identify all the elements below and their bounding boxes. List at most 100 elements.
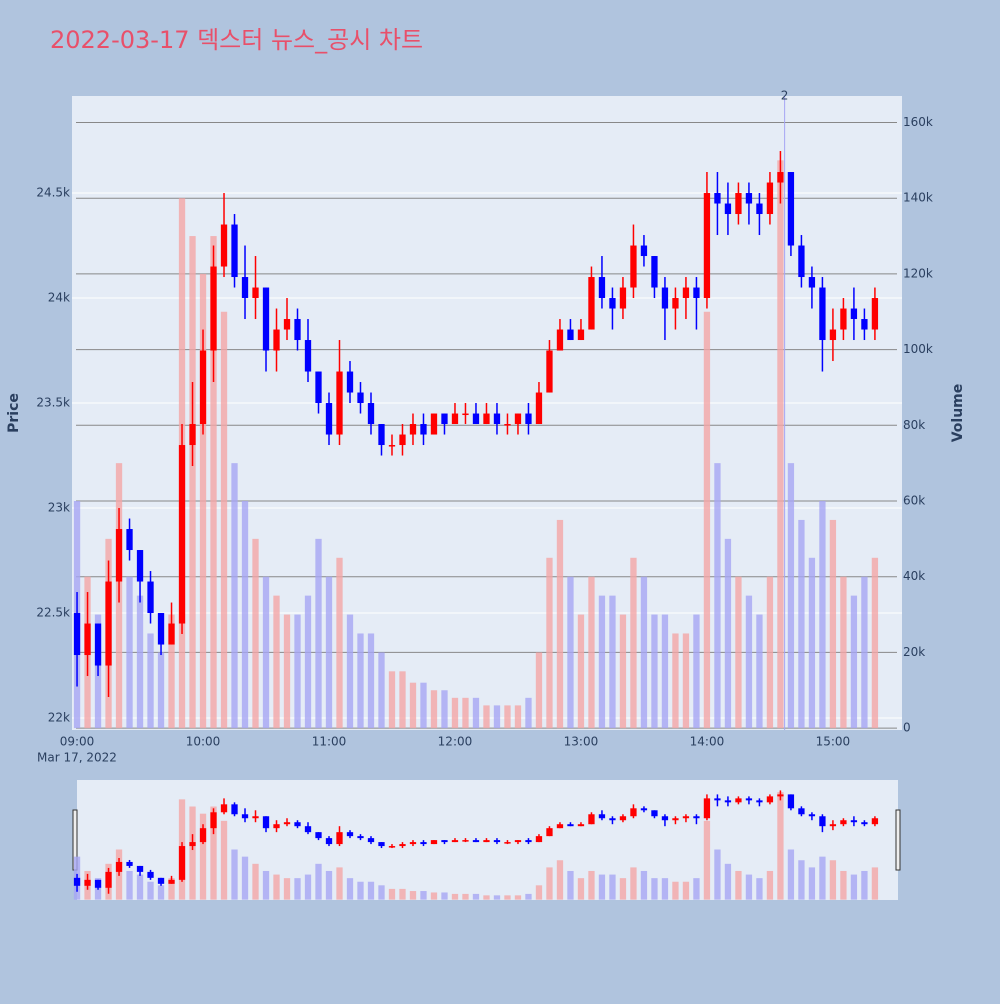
- candle-body: [420, 842, 427, 845]
- candle-body: [409, 424, 417, 435]
- candle-body: [231, 804, 238, 815]
- volume-bar: [745, 595, 753, 729]
- candle-body: [210, 812, 217, 829]
- candle-body: [420, 424, 427, 435]
- volume-bar: [409, 682, 417, 729]
- candle-body: [703, 193, 711, 299]
- volume-bar: [378, 885, 385, 900]
- volume-bar: [420, 891, 427, 900]
- candle-body: [189, 424, 196, 446]
- volume-bar: [367, 881, 375, 900]
- volume-bar: [420, 682, 427, 729]
- volume-bar: [514, 705, 522, 729]
- candle-body: [367, 403, 375, 425]
- candle-body: [525, 413, 532, 425]
- candle-body: [73, 613, 81, 656]
- candle-body: [798, 245, 805, 278]
- candle-body: [378, 842, 385, 847]
- volume-bar: [367, 633, 375, 729]
- candle-body: [315, 832, 322, 839]
- candle-body: [357, 392, 364, 404]
- volume-bar: [199, 273, 207, 729]
- volume-bar: [672, 633, 679, 729]
- volume-bar: [714, 849, 721, 900]
- volume-bar: [672, 881, 679, 900]
- candle-body: [273, 329, 280, 351]
- volume-bar: [703, 820, 711, 900]
- y2-tick-label: 20k: [903, 645, 925, 659]
- y2-tick-label: 40k: [903, 569, 925, 583]
- volume-bar: [714, 463, 721, 729]
- volume-bar: [451, 893, 459, 900]
- candle-body: [220, 224, 228, 267]
- candle-body: [367, 838, 375, 843]
- candle-body: [336, 832, 343, 845]
- candle-body: [556, 329, 564, 351]
- volume-bar: [588, 576, 595, 729]
- candle-body: [619, 816, 627, 821]
- volume-bar: [346, 614, 354, 729]
- volume-bar: [168, 878, 175, 900]
- volume-bar: [724, 863, 732, 900]
- volume-bar: [241, 856, 249, 900]
- candle-body: [441, 413, 448, 425]
- candle-body: [115, 529, 123, 582]
- volume-bar: [325, 870, 333, 900]
- candle-body: [577, 824, 585, 827]
- candle-body: [441, 840, 448, 843]
- volume-bar: [577, 614, 585, 729]
- candle-body: [399, 844, 406, 847]
- candle-body: [598, 277, 606, 299]
- candle-body: [808, 814, 816, 817]
- candle-body: [703, 798, 711, 819]
- volume-bar: [294, 878, 301, 900]
- candle-body: [199, 828, 207, 843]
- volume-bar: [399, 888, 406, 900]
- y2-tick-label: 140k: [903, 191, 933, 205]
- candle-body: [766, 182, 774, 215]
- candle-body: [756, 800, 763, 803]
- volume-bar: [346, 878, 354, 900]
- chart-title: 2022-03-17 덱스터 뉴스_공시 차트: [50, 26, 423, 54]
- candle-body: [168, 879, 175, 884]
- y2-tick-label: 120k: [903, 266, 933, 280]
- candle-body: [252, 287, 259, 299]
- candle-body: [861, 319, 868, 330]
- volume-bar: [682, 633, 690, 729]
- volume-bar: [840, 576, 847, 729]
- volume-bar: [472, 893, 480, 900]
- candle-body: [514, 840, 522, 843]
- candle-body: [504, 842, 511, 844]
- y2-tick-label: 60k: [903, 494, 925, 508]
- candle-body: [199, 350, 207, 425]
- candle-body: [220, 804, 228, 813]
- volume-bar: [871, 867, 879, 900]
- candle-body: [672, 818, 679, 821]
- volume-bar: [808, 867, 816, 900]
- volume-bar: [525, 697, 532, 729]
- candle-body: [430, 413, 438, 435]
- candle-body: [871, 818, 879, 825]
- candle-body: [378, 424, 385, 446]
- candle-body: [294, 822, 301, 827]
- candle-body: [105, 581, 112, 666]
- volume-bar: [399, 671, 406, 729]
- x-tick-label: 14:00: [690, 735, 725, 749]
- y2-tick-label: 80k: [903, 418, 925, 432]
- candle-body: [136, 550, 144, 582]
- candle-body: [483, 840, 490, 843]
- volume-bar: [766, 576, 774, 729]
- volume-bar: [451, 697, 459, 729]
- candle-body: [157, 613, 165, 645]
- candle-body: [84, 879, 91, 886]
- candle-body: [787, 794, 795, 809]
- candle-body: [283, 319, 291, 330]
- volume-bar: [819, 856, 826, 900]
- candle-body: [189, 842, 196, 847]
- volume-bar: [252, 863, 259, 900]
- volume-bar: [745, 874, 753, 900]
- candle-body: [724, 203, 732, 215]
- volume-bar: [651, 878, 658, 900]
- volume-bar: [126, 870, 133, 900]
- rangeslider-handle[interactable]: [895, 809, 901, 871]
